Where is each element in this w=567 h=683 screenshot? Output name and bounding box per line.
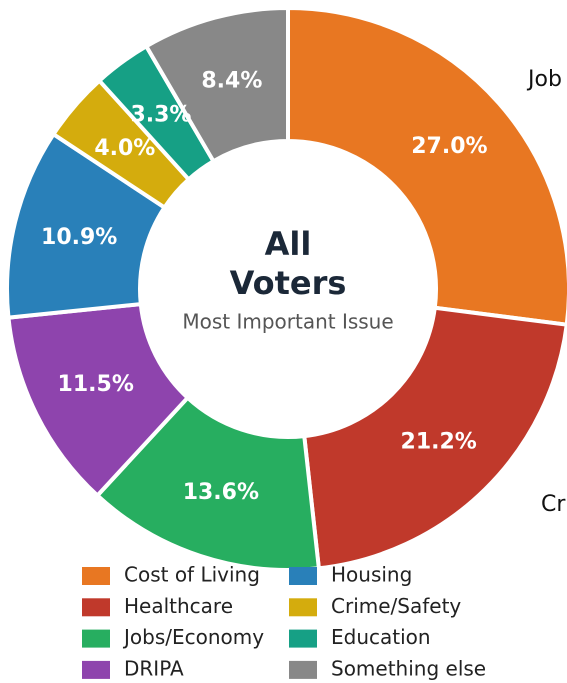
value-label: 4.0%	[94, 136, 155, 161]
slice	[94, 394, 322, 572]
slice	[302, 305, 567, 571]
legend-label: Something else	[331, 656, 486, 680]
legend-swatch	[289, 598, 317, 617]
legend-swatch	[289, 567, 317, 585]
legend-swatch	[82, 567, 110, 585]
legend-label: Crime/Safety	[331, 594, 461, 618]
value-label: 3.3%	[130, 103, 191, 128]
legend-label: Healthcare	[124, 594, 233, 618]
value-label: 8.4%	[201, 68, 262, 93]
legend-swatch	[82, 598, 110, 617]
value-label: 27.0%	[411, 134, 487, 159]
legend-swatch	[82, 660, 110, 679]
legend-label: DRIPA	[124, 656, 184, 680]
center-title: Voters	[230, 264, 347, 302]
value-label: 13.6%	[183, 480, 259, 505]
value-label: 21.2%	[401, 429, 477, 454]
legend-label: Jobs/Economy	[122, 625, 264, 649]
annotation: Cr	[541, 492, 566, 517]
annotation: Job	[526, 67, 562, 92]
slice	[143, 5, 290, 164]
legend-label: Education	[331, 625, 431, 649]
legend-swatch	[289, 629, 317, 648]
value-label: 11.5%	[58, 372, 134, 397]
legend-label: Housing	[331, 563, 412, 587]
slice	[286, 5, 567, 327]
center-title: All	[265, 225, 312, 263]
legend-swatch	[289, 660, 317, 679]
center-subtitle: Most Important Issue	[182, 310, 393, 334]
value-label: 10.9%	[41, 225, 117, 250]
legend-label: Cost of Living	[124, 563, 260, 587]
legend-swatch	[82, 629, 110, 648]
